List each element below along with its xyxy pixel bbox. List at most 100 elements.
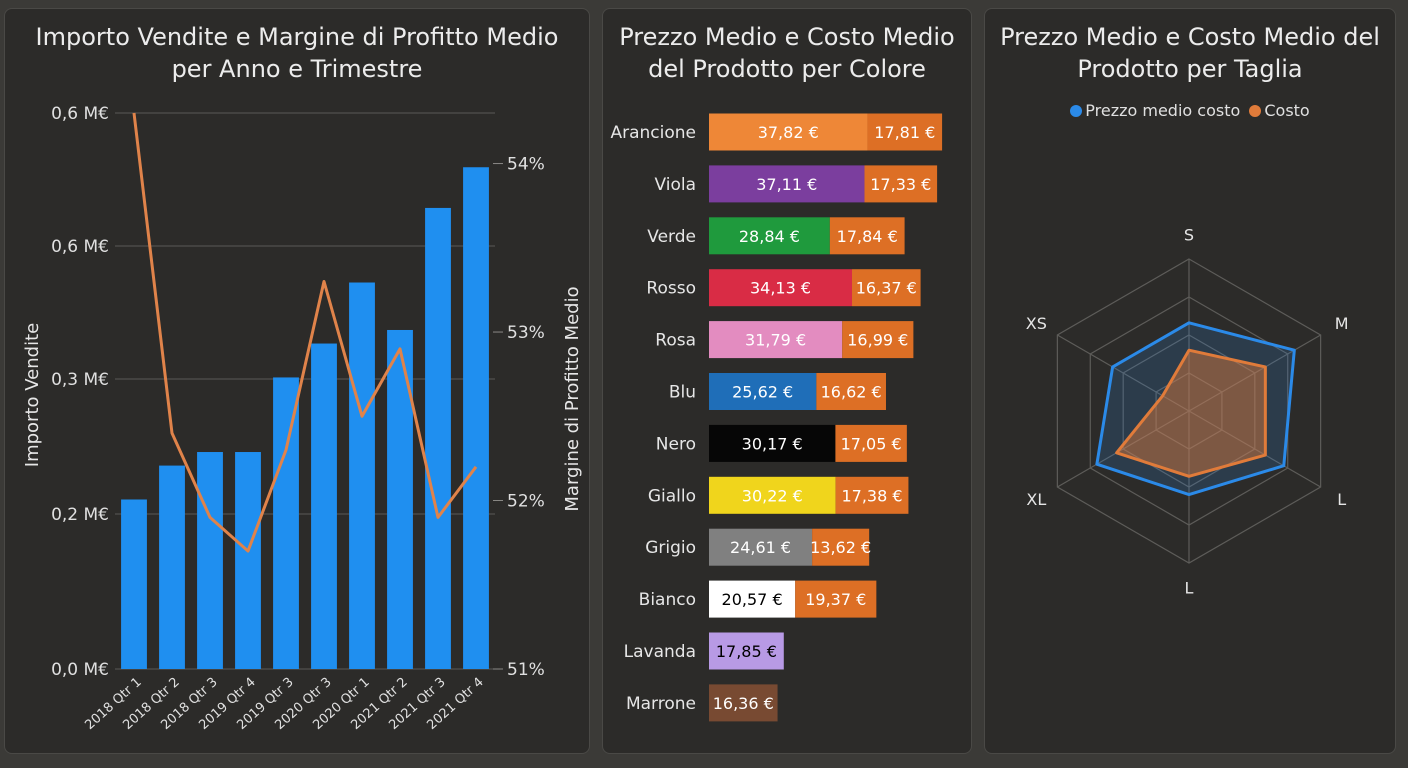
radar-axis-label: L	[1185, 578, 1194, 597]
y-tick-label: 0,2 M€	[51, 505, 109, 525]
cost-bar	[835, 424, 907, 462]
cost-label: 19,37 €	[805, 590, 866, 609]
price-label: 20,57 €	[722, 590, 783, 609]
legend-swatch	[1249, 105, 1262, 117]
price-bar	[709, 632, 784, 670]
price-label: 17,85 €	[716, 642, 777, 661]
price-label: 31,79 €	[745, 331, 806, 350]
price-bar	[709, 269, 853, 307]
cost-label: 17,38 €	[841, 486, 902, 505]
category-label: Rosa	[655, 331, 696, 351]
cost-label: 17,84 €	[837, 227, 898, 246]
chart-title: Prezzo Medio e Costo Medio del Prodotto …	[619, 23, 955, 83]
chart-title: Importo Vendite e Margine di Profitto Me…	[35, 23, 559, 83]
legend-label: Prezzo medio costo	[1085, 101, 1241, 120]
cost-label: 17,33 €	[870, 175, 931, 194]
color-price-chart: Arancione 37,82 € 17,81 € Viola 37,11 € 17,33…	[610, 113, 943, 722]
bar	[197, 452, 223, 669]
price-label: 25,62 €	[732, 383, 793, 402]
margin-line	[132, 112, 478, 553]
category-label: Grigio	[645, 538, 696, 558]
price-bar	[709, 684, 778, 722]
price-bar	[709, 580, 796, 618]
legend-swatch	[1070, 105, 1083, 117]
bar	[273, 377, 299, 669]
cost-bar	[795, 580, 877, 618]
cost-label: 13,62 €	[810, 538, 871, 557]
category-label: Lavanda	[624, 642, 696, 662]
category-label: Verde	[647, 227, 696, 247]
category-label: Marrone	[626, 694, 696, 714]
cost-bar	[842, 321, 914, 359]
category-label: Arancione	[610, 123, 696, 143]
bar	[387, 329, 413, 669]
price-bar	[709, 424, 836, 462]
price-bar	[709, 528, 813, 566]
y2-tick-label: 52%	[507, 492, 545, 512]
radar-axis-label: XL	[1026, 490, 1046, 509]
cost-bar	[867, 113, 943, 151]
cost-bar	[816, 373, 886, 410]
price-label: 28,84 €	[739, 227, 800, 246]
price-label: 34,13 €	[750, 279, 811, 298]
category-label: Giallo	[648, 486, 696, 506]
radar-spoke	[1057, 410, 1190, 488]
price-label: 24,61 €	[730, 538, 791, 557]
legend-label: Costo	[1264, 101, 1310, 120]
bar	[349, 282, 375, 669]
radar-axis-label: S	[1184, 226, 1194, 245]
price-label: 37,82 €	[758, 123, 819, 142]
cost-label: 17,05 €	[841, 434, 902, 453]
chart-title: Prezzo Medio e Costo Medio del Prodotto …	[1000, 23, 1380, 83]
category-label: Rosso	[646, 279, 696, 299]
price-label: 30,17 €	[742, 434, 803, 453]
radar-series-cost	[1115, 348, 1267, 478]
cost-bar	[835, 476, 909, 514]
bar	[159, 465, 185, 669]
cost-bar	[829, 217, 905, 255]
price-bar	[709, 476, 836, 514]
legend: Prezzo medio costo Costo	[985, 101, 1395, 120]
cost-bar	[812, 528, 870, 566]
price-label: 16,36 €	[713, 694, 774, 713]
y2-tick-label: 51%	[507, 660, 545, 680]
cost-bar	[864, 165, 938, 203]
bar	[121, 499, 147, 669]
cost-label: 16,62 €	[821, 383, 882, 402]
category-label: Bianco	[639, 590, 696, 610]
y-tick-label: 0,3 M€	[51, 370, 109, 390]
size-price-panel: Prezzo Medio e Costo Medio del Prodotto …	[984, 8, 1396, 754]
category-label: Nero	[656, 434, 696, 454]
category-label: Blu	[669, 383, 696, 403]
y2-tick-label: 54%	[507, 155, 545, 175]
bar	[235, 452, 261, 669]
y-tick-label: 0,0 M€	[51, 660, 109, 680]
price-bar	[709, 373, 817, 410]
price-label: 37,11 €	[756, 175, 817, 194]
price-bar	[709, 321, 843, 359]
sales-margin-chart: 0,0 M€ 0,2 M€ 0,3 M€ 0,6 M€ 0,6 M€ 51% 52% 53% 5…	[22, 104, 583, 733]
radar-axis-label: XS	[1026, 314, 1047, 333]
cost-label: 16,37 €	[856, 279, 917, 298]
cost-label: 17,81 €	[874, 123, 935, 142]
y-tick-label: 0,6 M€	[51, 104, 109, 124]
y2-axis-title: Margine di Profitto Medio	[562, 286, 583, 511]
bar	[311, 343, 337, 669]
radar-spoke	[1188, 410, 1321, 488]
color-price-panel: Prezzo Medio e Costo Medio del Prodotto …	[602, 8, 972, 754]
legend-item[interactable]: Prezzo medio costo	[1070, 101, 1240, 120]
price-bar	[709, 217, 830, 255]
category-label: Viola	[654, 175, 696, 195]
sales-margin-panel: Importo Vendite e Margine di Profitto Me…	[4, 8, 590, 754]
price-label: 30,22 €	[742, 486, 803, 505]
y2-tick-label: 53%	[507, 323, 545, 343]
y-axis-title: Importo Vendite	[22, 323, 43, 467]
radar-axis-label: M	[1335, 314, 1349, 333]
size-radar-chart: S M L L XL XS	[1026, 226, 1349, 598]
radar-axis-label: L	[1337, 490, 1346, 509]
legend-item[interactable]: Costo	[1249, 101, 1310, 120]
bar	[463, 167, 489, 669]
radar-spoke	[1188, 334, 1321, 412]
price-bar	[709, 165, 865, 203]
price-bar	[709, 113, 868, 151]
